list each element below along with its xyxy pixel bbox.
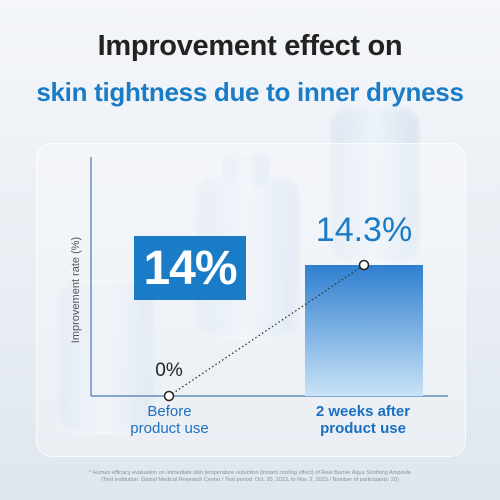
x-tick-label-before: Before product use xyxy=(130,403,209,437)
y-axis-label: Improvement rate (%) xyxy=(70,236,82,344)
headline-title: Improvement effect on xyxy=(97,30,403,62)
background-bottle-cap xyxy=(222,150,270,190)
trend-connector xyxy=(168,264,365,397)
data-point-0 xyxy=(163,390,175,402)
background-bottle xyxy=(55,280,155,435)
x-tick-label-after: 2 weeks after product use xyxy=(315,403,411,437)
background-bottle xyxy=(330,105,420,265)
data-label-after: 14.3% xyxy=(316,211,412,249)
bar-1 xyxy=(305,265,423,396)
data-label-before: 0% xyxy=(155,360,183,381)
footnote: * Human efficacy evaluation on immediate… xyxy=(0,470,500,484)
headline-subtitle: skin tightness due to inner dryness xyxy=(36,77,464,107)
difference-callout: 14% xyxy=(134,236,246,300)
data-point-1 xyxy=(358,259,370,271)
footnote-line-1: * Human efficacy evaluation on immediate… xyxy=(89,470,411,476)
footnote-line-2: (Test institution: Global Medical Resear… xyxy=(101,477,399,483)
